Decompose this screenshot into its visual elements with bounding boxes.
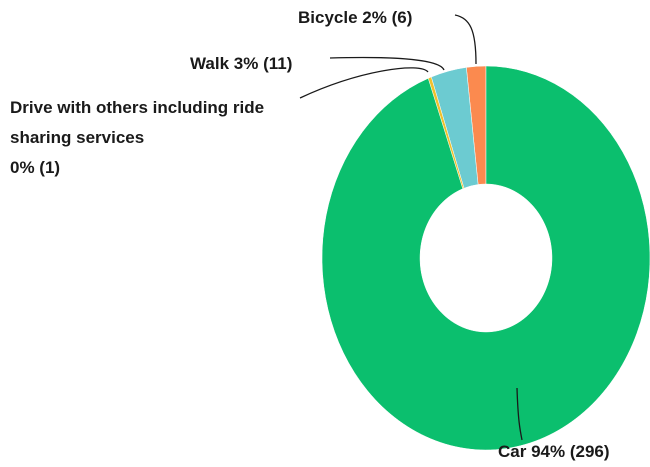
leader-line [516,387,523,441]
leader-line [299,67,429,99]
slice-label: Walk 3% (11) [190,49,292,79]
leader-lines [299,14,523,441]
category-label: Drive with others including ride sharing… [10,98,265,147]
value-label: 2% (6) [362,8,413,27]
value-label: 0% (1) [10,158,61,177]
leader-line [454,14,477,65]
slice-label: Car 94% (296) [498,437,610,467]
category-label: Bicycle [298,8,358,27]
category-label: Walk [190,54,230,73]
value-label: 94% (296) [531,442,610,461]
slice [430,67,479,189]
slice-label: Bicycle 2% (6) [298,3,412,33]
slice-label: Drive with others including ride sharing… [10,93,310,183]
value-label: 3% (11) [233,54,293,73]
slice [321,65,650,451]
leader-line [329,56,445,71]
category-label: Car [498,442,527,461]
